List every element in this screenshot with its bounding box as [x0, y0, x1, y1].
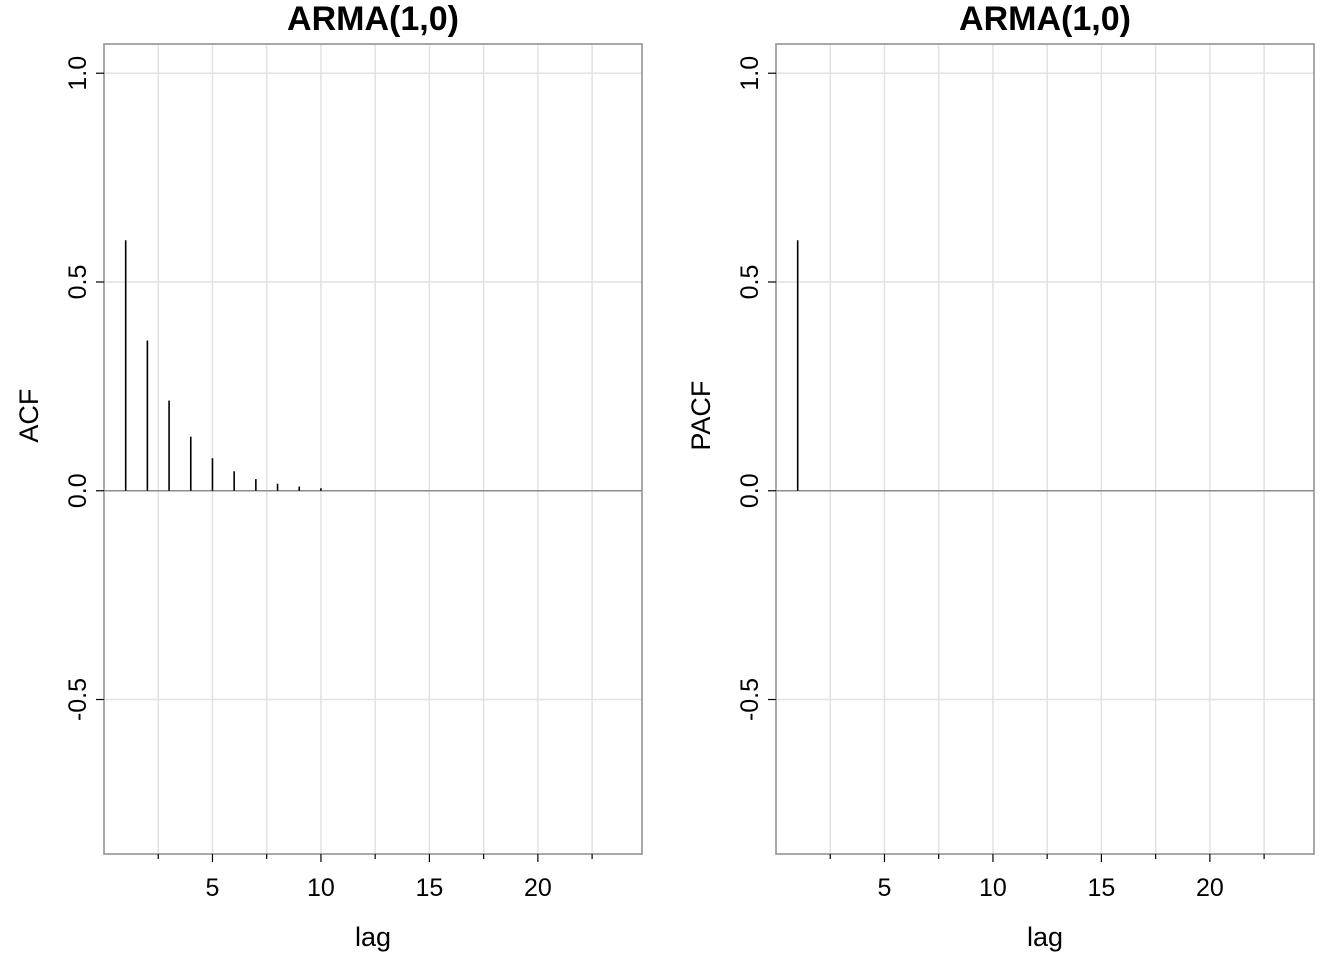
acf-ytick-label: 1.0 — [64, 56, 92, 91]
acf-xtick-label: 5 — [206, 874, 220, 902]
pacf-xtick-label: 15 — [1087, 874, 1115, 902]
pacf-x-axis-label: lag — [1027, 922, 1063, 952]
acf-xtick-label: 15 — [415, 874, 443, 902]
acf-xtick-label: 20 — [524, 874, 552, 902]
pacf-panel: 5 10 15 20 -0.5 0.0 0.5 1.0 ARMA(1,0) lag PACF — [686, 0, 1315, 952]
acf-ytick-label: 0.5 — [64, 265, 92, 300]
pacf-xtick-label: 10 — [979, 874, 1007, 902]
pacf-ytick-label: 1.0 — [736, 56, 764, 91]
acf-xtick-label: 10 — [307, 874, 335, 902]
acf-ytick-label: -0.5 — [64, 678, 92, 721]
acf-panel-border — [103, 43, 643, 855]
acf-x-axis-label: lag — [355, 922, 391, 952]
pacf-xtick-label: 5 — [878, 874, 892, 902]
pacf-ytick-label: 0.0 — [736, 473, 764, 508]
pacf-ytick-label: -0.5 — [736, 678, 764, 721]
acf-y-axis-label: ACF — [14, 389, 44, 443]
pacf-chart-title: ARMA(1,0) — [959, 0, 1131, 38]
acf-panel: 5 10 15 20 -0.5 0.0 0.5 1.0 ARMA(1,0) lag ACF — [14, 0, 643, 952]
acf-chart-title: ARMA(1,0) — [287, 0, 459, 38]
pacf-xtick-label: 20 — [1196, 874, 1224, 902]
pacf-ytick-label: 0.5 — [736, 265, 764, 300]
pacf-panel-border — [775, 43, 1315, 855]
acf-ytick-label: 0.0 — [64, 473, 92, 508]
pacf-y-axis-label: PACF — [686, 381, 716, 451]
